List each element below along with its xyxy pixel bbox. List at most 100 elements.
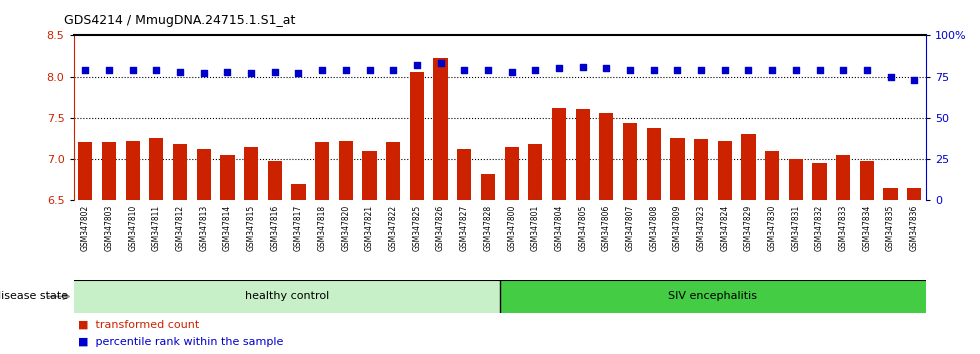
Bar: [457, 149, 471, 200]
Bar: [291, 183, 306, 200]
Bar: [363, 151, 376, 200]
Point: [315, 67, 330, 73]
Text: GSM347832: GSM347832: [815, 205, 824, 251]
Point: [669, 67, 685, 73]
Point: [385, 67, 401, 73]
Point: [267, 69, 282, 74]
Point: [172, 69, 188, 74]
Bar: [694, 139, 709, 200]
Bar: [220, 155, 234, 200]
Bar: [410, 73, 424, 200]
Text: GSM347820: GSM347820: [341, 205, 351, 251]
Bar: [339, 141, 353, 200]
Point: [433, 61, 449, 66]
Text: GSM347806: GSM347806: [602, 205, 611, 251]
Bar: [647, 127, 661, 200]
Text: GDS4214 / MmugDNA.24715.1.S1_at: GDS4214 / MmugDNA.24715.1.S1_at: [64, 14, 295, 27]
Text: GSM347808: GSM347808: [649, 205, 659, 251]
Bar: [741, 134, 756, 200]
Bar: [859, 161, 874, 200]
Bar: [315, 142, 329, 200]
Text: GSM347831: GSM347831: [791, 205, 801, 251]
Point: [527, 67, 543, 73]
Text: GSM347829: GSM347829: [744, 205, 753, 251]
Text: GSM347810: GSM347810: [128, 205, 137, 251]
Text: GSM347812: GSM347812: [175, 205, 184, 251]
Bar: [433, 58, 448, 200]
Bar: [500, 280, 926, 313]
Point: [243, 70, 259, 76]
Bar: [386, 142, 400, 200]
Bar: [481, 174, 495, 200]
Text: GSM347821: GSM347821: [365, 205, 374, 251]
Text: GSM347814: GSM347814: [222, 205, 232, 251]
Text: GSM347811: GSM347811: [152, 205, 161, 251]
Text: ■  transformed count: ■ transformed count: [78, 319, 200, 329]
Point: [149, 67, 165, 73]
Text: ■  percentile rank within the sample: ■ percentile rank within the sample: [78, 337, 284, 347]
Text: disease state: disease state: [0, 291, 69, 302]
Text: GSM347826: GSM347826: [436, 205, 445, 251]
Text: GSM347807: GSM347807: [625, 205, 635, 251]
Bar: [599, 113, 613, 200]
Bar: [836, 155, 851, 200]
Text: GSM347801: GSM347801: [531, 205, 540, 251]
Bar: [623, 124, 637, 200]
Text: GSM347809: GSM347809: [673, 205, 682, 251]
Point: [859, 67, 875, 73]
Bar: [717, 141, 732, 200]
Bar: [670, 138, 684, 200]
Bar: [244, 147, 258, 200]
Text: GSM347835: GSM347835: [886, 205, 895, 251]
Point: [764, 67, 780, 73]
Point: [196, 70, 212, 76]
Point: [409, 62, 424, 68]
Point: [457, 67, 472, 73]
Bar: [78, 142, 92, 200]
Text: GSM347825: GSM347825: [413, 205, 421, 251]
Text: GSM347813: GSM347813: [199, 205, 209, 251]
Bar: [268, 161, 282, 200]
Bar: [884, 188, 898, 200]
Point: [835, 67, 851, 73]
Text: GSM347828: GSM347828: [483, 205, 493, 251]
Point: [883, 74, 899, 79]
Point: [362, 67, 377, 73]
Point: [717, 67, 733, 73]
Bar: [907, 188, 921, 200]
Text: GSM347817: GSM347817: [294, 205, 303, 251]
Point: [291, 70, 307, 76]
Point: [480, 67, 496, 73]
Point: [77, 67, 93, 73]
Text: GSM347833: GSM347833: [839, 205, 848, 251]
Text: GSM347805: GSM347805: [578, 205, 587, 251]
Point: [338, 67, 354, 73]
Text: healthy control: healthy control: [245, 291, 328, 302]
Bar: [528, 144, 542, 200]
Bar: [505, 147, 518, 200]
Bar: [102, 142, 116, 200]
Bar: [575, 109, 590, 200]
Text: GSM347834: GSM347834: [862, 205, 871, 251]
Text: GSM347822: GSM347822: [389, 205, 398, 251]
Text: SIV encephalitis: SIV encephalitis: [668, 291, 758, 302]
Point: [811, 67, 827, 73]
Point: [788, 67, 804, 73]
Bar: [149, 138, 164, 200]
Text: GSM347818: GSM347818: [318, 205, 326, 251]
Point: [622, 67, 638, 73]
Point: [599, 65, 614, 71]
Text: GSM347823: GSM347823: [697, 205, 706, 251]
Text: GSM347803: GSM347803: [105, 205, 114, 251]
Point: [741, 67, 757, 73]
Bar: [172, 144, 187, 200]
Point: [220, 69, 235, 74]
Text: GSM347815: GSM347815: [247, 205, 256, 251]
Bar: [74, 280, 500, 313]
Point: [906, 77, 922, 83]
Point: [646, 67, 662, 73]
Text: GSM347824: GSM347824: [720, 205, 729, 251]
Point: [504, 69, 519, 74]
Text: GSM347802: GSM347802: [80, 205, 90, 251]
Text: GSM347827: GSM347827: [460, 205, 468, 251]
